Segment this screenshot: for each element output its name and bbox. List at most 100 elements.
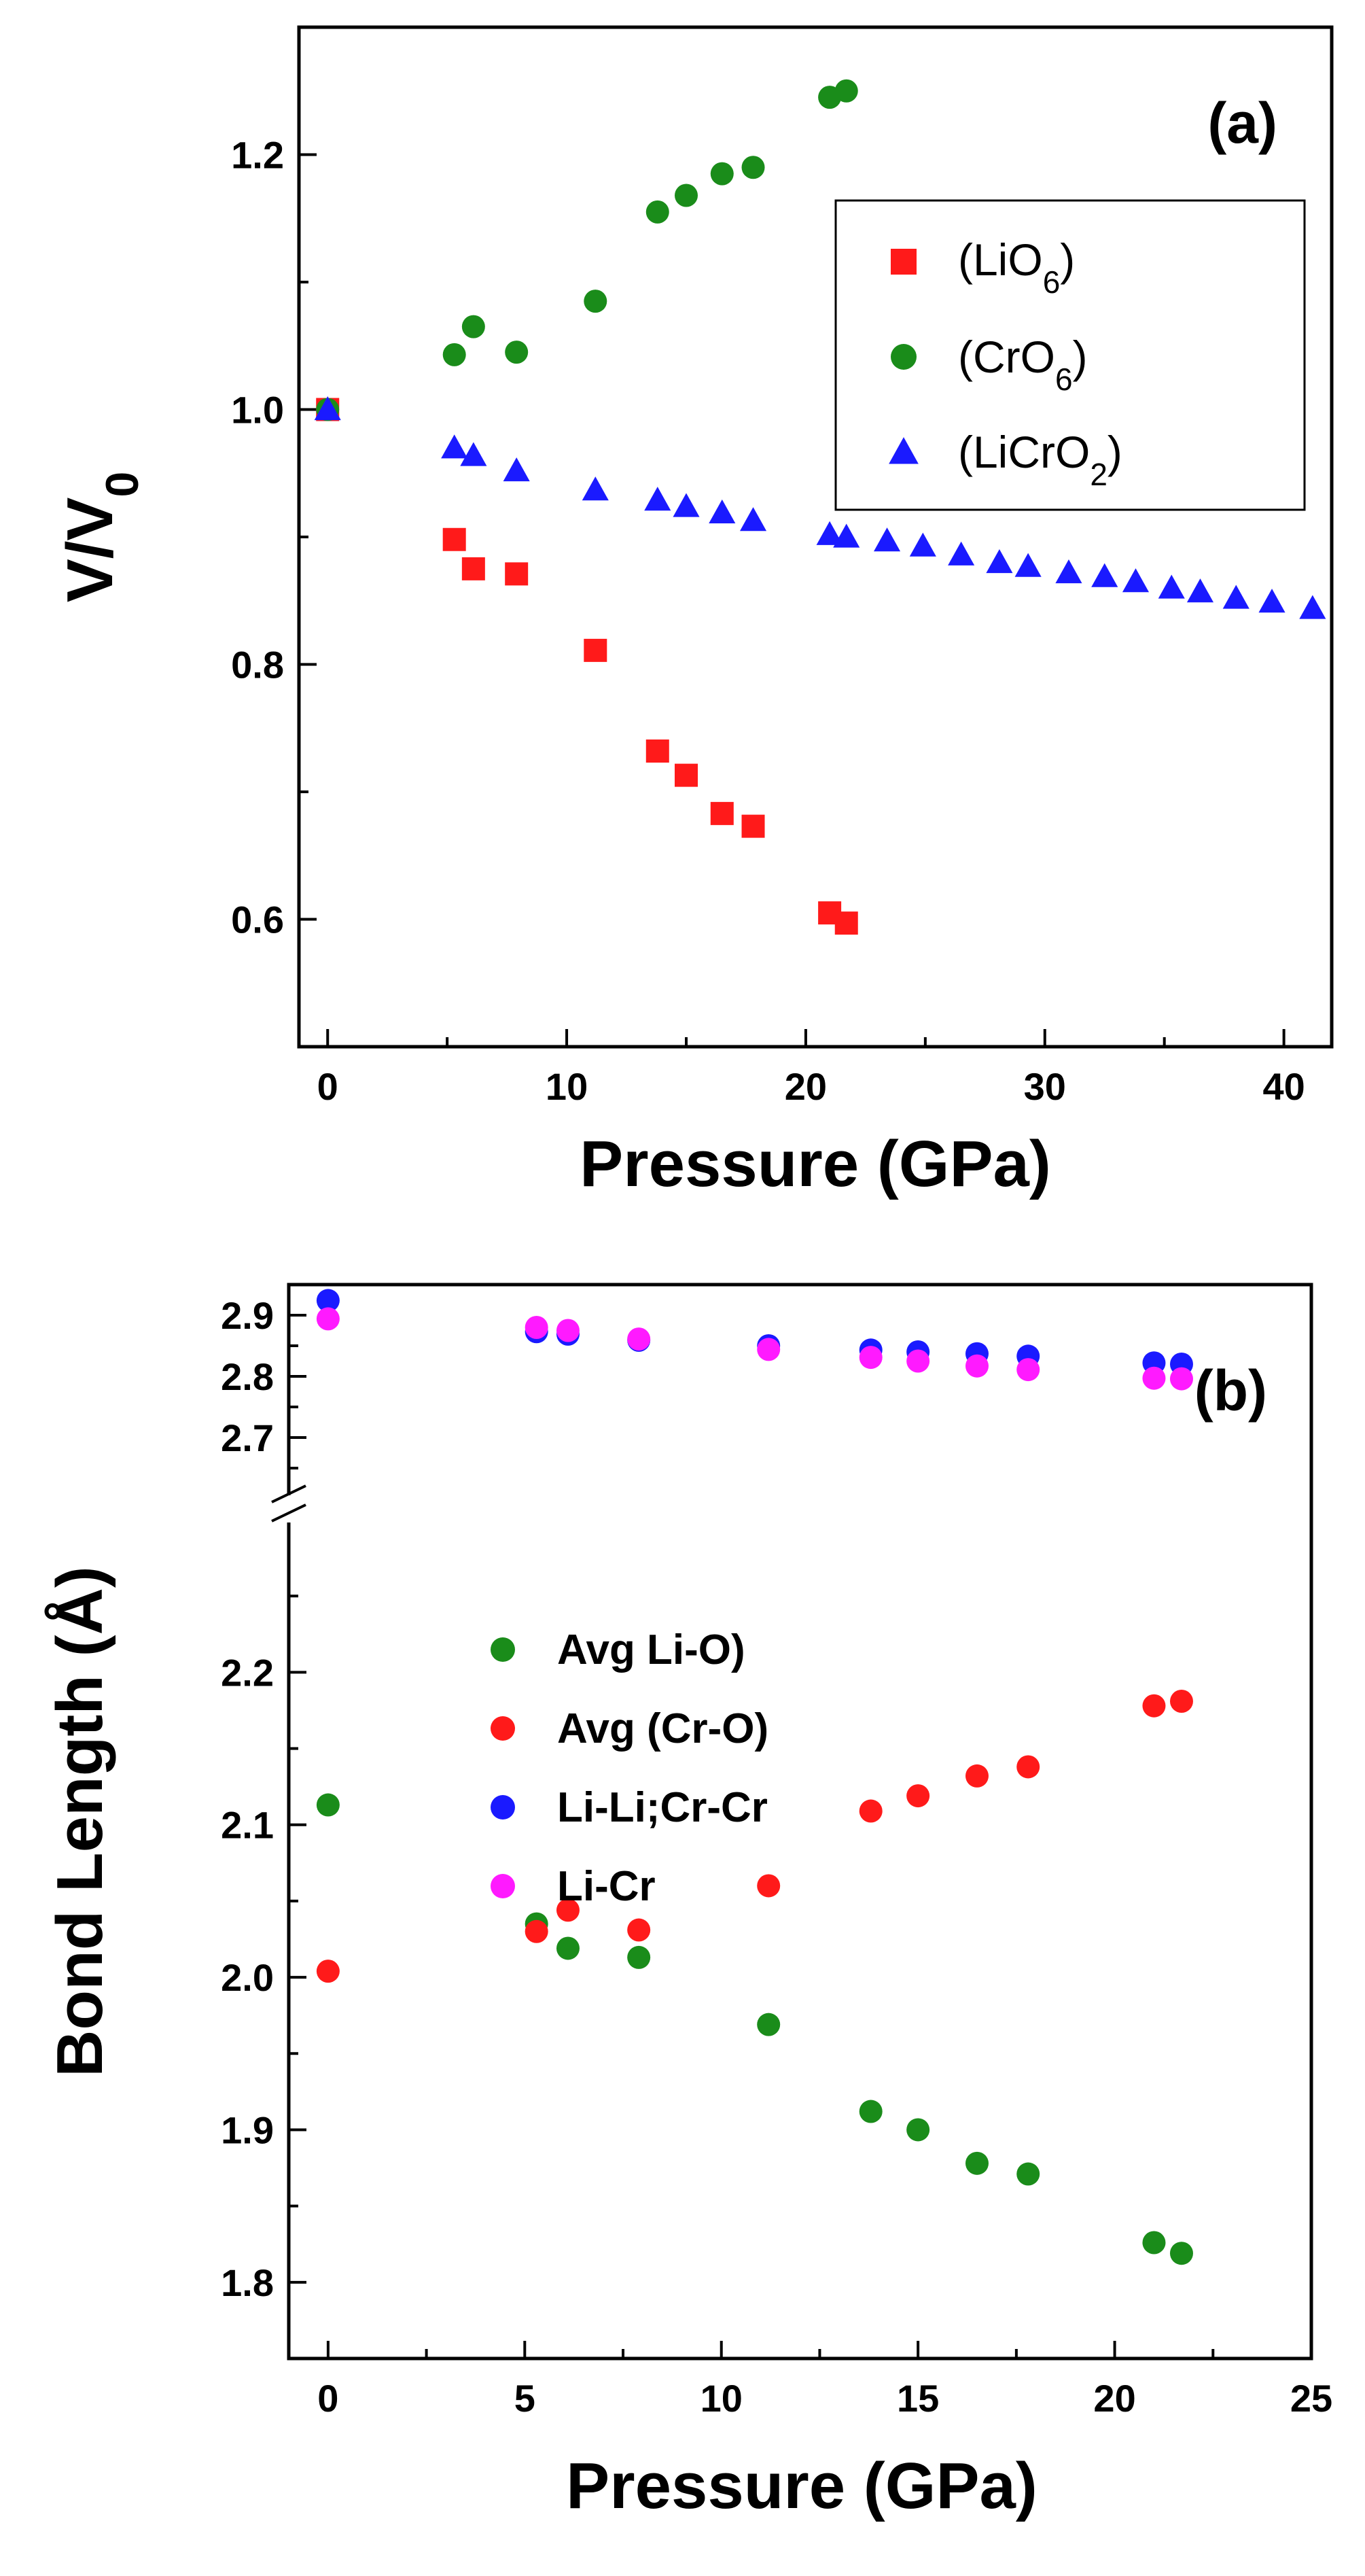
y-tick-label: 0.6: [231, 899, 284, 941]
marker-lio6: [461, 557, 485, 580]
marker-cro6: [584, 290, 607, 313]
marker-licro2: [644, 487, 671, 511]
legend-marker-avg-cr-o: [491, 1716, 515, 1741]
legend-label-cro6: (CrO6): [958, 332, 1088, 397]
marker-lio6: [834, 911, 858, 935]
legend-label-li-li-cr-cr: Li-Li;Cr-Cr: [557, 1784, 768, 1831]
legend-label-avg-cr-o: Avg (Cr-O): [557, 1705, 768, 1752]
marker-cro6: [675, 184, 698, 207]
marker-avg-li-o: [965, 2151, 989, 2175]
marker-avg-li-o: [1142, 2231, 1166, 2255]
marker-licro2: [582, 476, 609, 501]
marker-lio6: [741, 814, 765, 838]
marker-avg-cr-o: [525, 1919, 548, 1943]
marker-licro2: [460, 442, 487, 466]
y-tick-label: 1.8: [221, 2261, 274, 2304]
marker-licro2: [833, 523, 860, 548]
marker-avg-cr-o: [859, 1799, 883, 1823]
marker-avg-li-o: [859, 2100, 883, 2123]
marker-avg-cr-o: [965, 1764, 989, 1788]
x-tick-label: 40: [1262, 1065, 1305, 1108]
y-tick-label: 1.9: [221, 2108, 274, 2151]
marker-lio6: [442, 527, 466, 551]
marker-cro6: [505, 341, 529, 364]
marker-avg-li-o: [906, 2118, 930, 2142]
marker-avg-cr-o: [627, 1918, 651, 1942]
legend-marker-li-cr: [491, 1874, 515, 1898]
y-tick-label: 0.8: [231, 644, 284, 686]
marker-li-cr: [906, 1349, 930, 1373]
marker-avg-li-o: [556, 1936, 580, 1960]
marker-li-li-cr-cr: [316, 1289, 340, 1312]
marker-li-cr: [316, 1307, 340, 1331]
marker-licro2: [314, 396, 341, 421]
marker-avg-li-o: [316, 1793, 340, 1817]
marker-licro2: [909, 532, 936, 557]
marker-licro2: [1258, 589, 1286, 613]
marker-avg-li-o: [627, 1945, 651, 1969]
legend-markers-a: [889, 249, 919, 464]
marker-licro2: [673, 493, 700, 517]
marker-avg-li-o: [757, 2013, 781, 2036]
marker-li-cr: [757, 1338, 781, 1361]
x-tick-label: 20: [1093, 2377, 1135, 2420]
marker-licro2: [1091, 563, 1118, 587]
y-tick-label: 1.0: [231, 389, 284, 432]
x-tick-label: 25: [1290, 2377, 1332, 2420]
marker-avg-cr-o: [556, 1898, 580, 1922]
x-tick-label: 0: [317, 2377, 338, 2420]
y-tick-label: 2.9: [221, 1294, 274, 1337]
marker-cro6: [741, 156, 765, 179]
marker-licro2: [948, 541, 975, 565]
marker-avg-cr-o: [1016, 1755, 1040, 1779]
panel-b: 0 5 10 15 20 25 1.8 1.9 2.0 2.1 2.2 2.7 2.8 2.9 (b) A…: [43, 1283, 1332, 2522]
legend-marker-licro2: [889, 437, 919, 464]
x-axis-title-a: Pressure (GPa): [580, 1128, 1051, 1200]
marker-li-cr: [859, 1346, 883, 1370]
marker-licro2: [1014, 553, 1042, 577]
x-tick-label: 20: [785, 1065, 827, 1108]
marker-lio6: [505, 562, 529, 586]
marker-li-cr: [627, 1327, 651, 1351]
marker-lio6: [675, 763, 698, 787]
marker-licro2: [986, 549, 1013, 574]
legend-label-licro2: (LiCrO2): [958, 427, 1122, 492]
x-tick-label: 5: [514, 2377, 535, 2420]
marker-licro2: [1158, 574, 1185, 599]
marker-lio6: [710, 801, 734, 825]
marker-li-cr: [1142, 1366, 1166, 1390]
marker-licro2: [441, 434, 468, 459]
marker-li-cr: [1016, 1358, 1040, 1382]
legend-marker-li-li-cr-cr: [491, 1795, 515, 1820]
marker-avg-cr-o: [757, 1874, 781, 1898]
y-axis-title-b: Bond Length (Å): [43, 1566, 116, 2077]
legend-marker-cro6: [891, 344, 917, 370]
x-tick-label: 10: [546, 1065, 588, 1108]
marker-avg-li-o: [1169, 2242, 1193, 2265]
x-tick-label: 30: [1024, 1065, 1066, 1108]
marker-cro6: [710, 162, 734, 186]
legend-markers-b: [491, 1637, 515, 1898]
marker-avg-cr-o: [1169, 1689, 1193, 1713]
marker-licro2: [709, 499, 736, 524]
legend-marker-lio6: [891, 249, 917, 275]
legend-label-lio6: (LiO6): [958, 234, 1075, 300]
y-tick-label: 2.2: [221, 1651, 274, 1694]
legend-b: Avg Li-O) Avg (Cr-O) Li-Li;Cr-Cr Li-Cr: [491, 1626, 768, 1910]
marker-avg-cr-o: [1142, 1694, 1166, 1718]
x-tick-label: 15: [897, 2377, 939, 2420]
y-tick-label: 2.8: [221, 1355, 274, 1398]
legend-marker-avg-li-o: [491, 1637, 515, 1662]
panel-label-b: (b): [1194, 1359, 1267, 1423]
legend-label-li-cr: Li-Cr: [557, 1863, 656, 1910]
marker-cro6: [645, 200, 669, 224]
panel-label-a: (a): [1207, 91, 1277, 155]
marker-li-cr: [556, 1319, 580, 1342]
y-tick-label: 2.0: [221, 1956, 274, 1999]
marker-licro2: [816, 521, 843, 545]
data-marks-b: [316, 1289, 1193, 2265]
marker-licro2: [1299, 595, 1326, 619]
marker-licro2: [739, 507, 767, 532]
plot-frame-b: [287, 1283, 1313, 2361]
